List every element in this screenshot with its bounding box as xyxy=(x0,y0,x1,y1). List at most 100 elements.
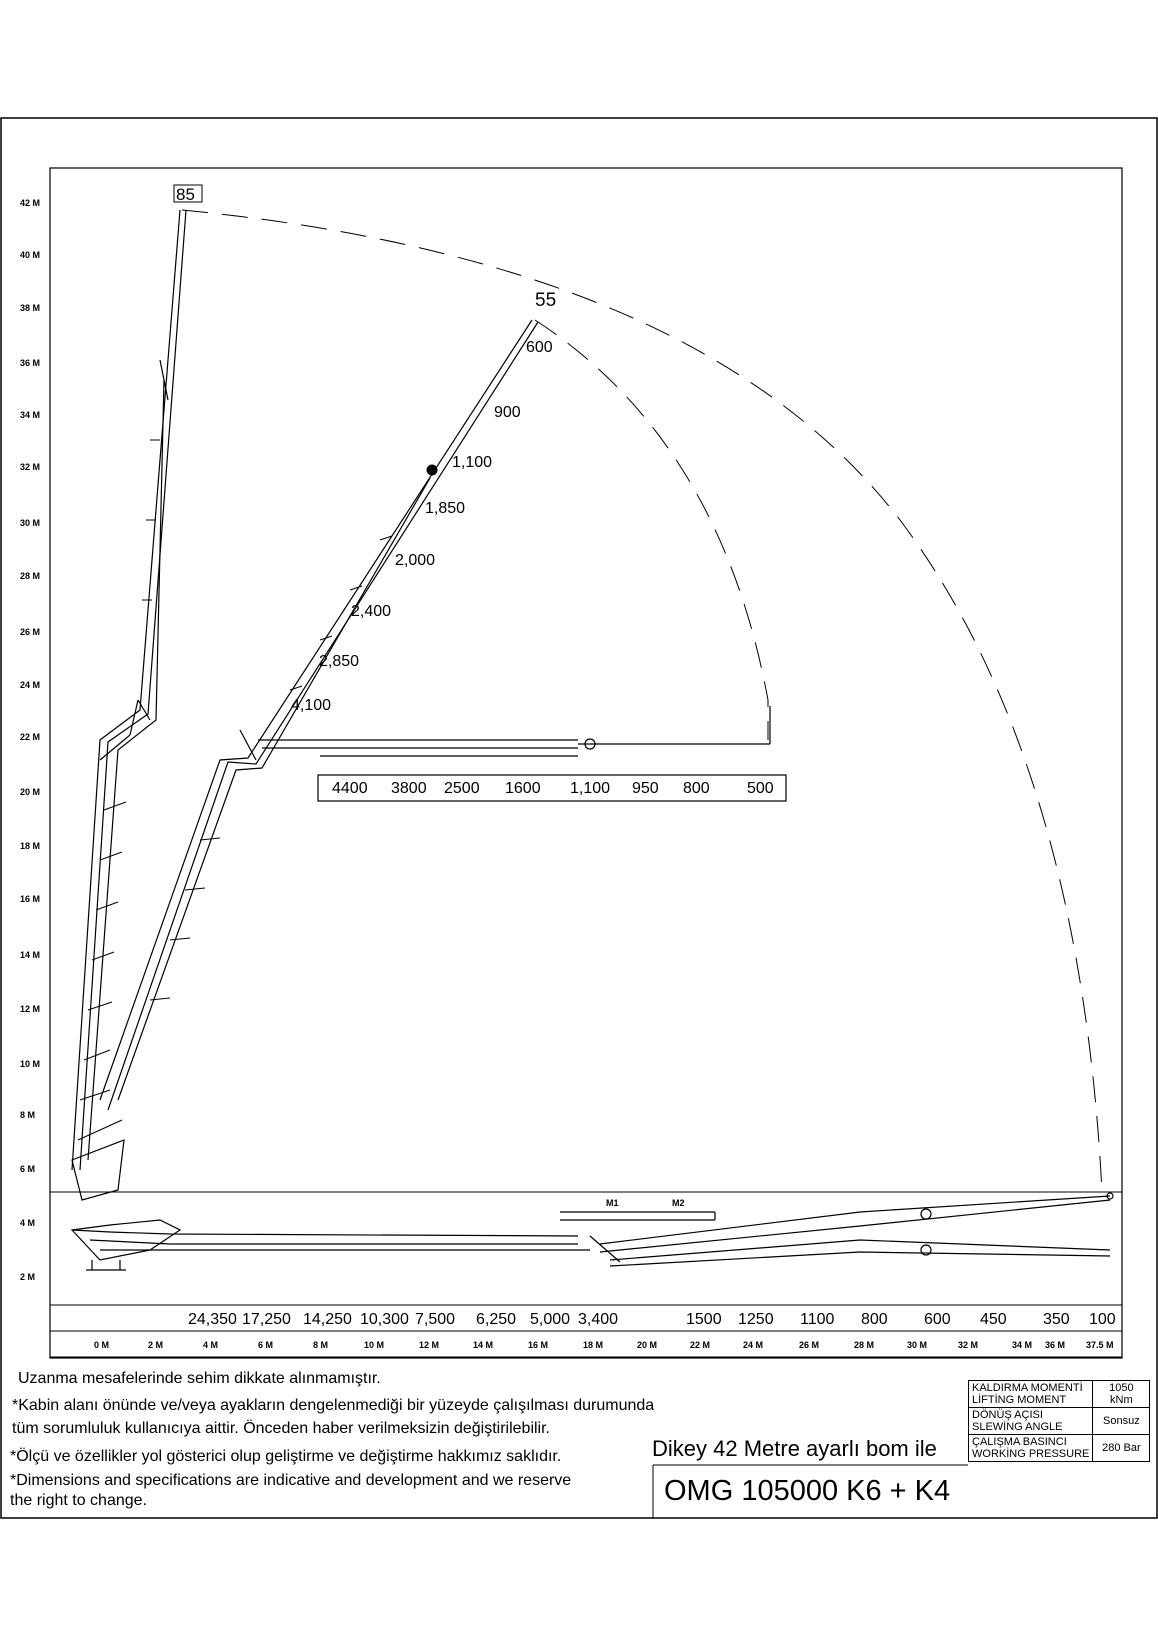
reach-tick: 34 M xyxy=(1012,1340,1032,1350)
reach-tick: 32 M xyxy=(958,1340,978,1350)
note-cabin-2: tüm sorumluluk kullanıcıya aittir. Önced… xyxy=(12,1420,550,1437)
vertical-boom-detail xyxy=(77,439,160,1141)
bottom-load: 100 xyxy=(1089,1311,1116,1328)
reach-tick: 10 M xyxy=(364,1340,384,1350)
bottom-load: 7,500 xyxy=(415,1311,455,1328)
note-specs-tr: *Ölçü ve özellikler yol gösterici olup g… xyxy=(10,1448,562,1465)
height-tick: 32 M xyxy=(20,462,40,472)
height-tick: 10 M xyxy=(20,1059,40,1069)
note-specs-en-1: *Dimensions and specifications are indic… xyxy=(10,1472,572,1489)
crane-base xyxy=(70,1139,182,1271)
bottom-load: 24,350 xyxy=(188,1311,237,1328)
spec-label-tr: ÇALIŞMA BASINCI xyxy=(972,1436,1067,1448)
horizontal-load-box xyxy=(317,774,787,802)
bottom-load: 350 xyxy=(1043,1311,1070,1328)
horizontal-load: 2500 xyxy=(444,780,480,797)
height-tick: 24 M xyxy=(20,680,40,690)
spec-label-en: WORKİNG PRESSURE xyxy=(972,1448,1090,1460)
spec-label: KALDIRMA MOMENTİ LİFTİNG MOMENT xyxy=(967,1380,1094,1408)
height-tick: 22 M xyxy=(20,732,40,742)
bottom-load: 800 xyxy=(861,1311,888,1328)
reach-tick: 0 M xyxy=(94,1340,109,1350)
height-tick: 20 M xyxy=(20,787,40,797)
height-tick: 42 M xyxy=(20,198,40,208)
height-axis: 42 M 40 M 38 M 36 M 34 M 32 M 30 M 28 M … xyxy=(20,198,40,1282)
horizontal-load: 1,100 xyxy=(570,780,610,797)
bottom-load: 14,250 xyxy=(303,1311,352,1328)
height-tick: 30 M xyxy=(20,518,40,528)
height-tick: 18 M xyxy=(20,841,40,851)
bottom-load: 10,300 xyxy=(360,1311,409,1328)
model-name: OMG 105000 K6 + K4 xyxy=(664,1475,951,1507)
bottom-booms xyxy=(71,1192,1114,1267)
horizontal-load: 950 xyxy=(632,780,659,797)
spec-label-en: SLEWİNG ANGLE xyxy=(972,1421,1063,1433)
bottom-load: 600 xyxy=(924,1311,951,1328)
reach-tick: 24 M xyxy=(743,1340,763,1350)
height-tick: 40 M xyxy=(20,250,40,260)
spec-row: DÖNÜŞ AÇISI SLEWİNG ANGLE Sonsuz xyxy=(967,1407,1151,1435)
reach-axis: 0 M 2 M 4 M 6 M 8 M 10 M 12 M 14 M 16 M … xyxy=(94,1340,1114,1350)
height-tick: 26 M xyxy=(20,627,40,637)
reach-tick: 12 M xyxy=(419,1340,439,1350)
bottom-load: 1100 xyxy=(800,1311,835,1328)
inner-range-arc xyxy=(534,319,769,740)
diagonal-load: 2,850 xyxy=(319,653,359,670)
horizontal-loads: 4400 3800 2500 1600 1,100 950 800 500 xyxy=(332,780,774,797)
bottom-loads: 24,350 17,250 14,250 10,300 7,500 6,250 … xyxy=(188,1311,1116,1328)
reach-tick: 4 M xyxy=(203,1340,218,1350)
diagonal-load: 1,100 xyxy=(452,454,492,471)
note-sag: Uzanma mesafelerinde sehim dikkate alınm… xyxy=(18,1370,381,1387)
spec-label: ÇALIŞMA BASINCI WORKİNG PRESSURE xyxy=(967,1434,1094,1462)
bottom-load: 3,400 xyxy=(578,1311,618,1328)
height-tick: 14 M xyxy=(20,950,40,960)
horizontal-load: 500 xyxy=(747,780,774,797)
bottom-load: 6,250 xyxy=(476,1311,516,1328)
horizontal-load: 800 xyxy=(683,780,710,797)
spec-title: Dikey 42 Metre ayarlı bom ile xyxy=(652,1436,937,1461)
height-tick: 16 M xyxy=(20,894,40,904)
diagonal-loads: 600 900 1,100 1,850 2,000 2,400 2,850 4,… xyxy=(291,339,553,714)
marker-m1: M1 xyxy=(606,1198,619,1208)
spec-row: KALDIRMA MOMENTİ LİFTİNG MOMENT 1050 kNm xyxy=(967,1380,1151,1408)
height-tick: 36 M xyxy=(20,358,40,368)
bottom-load: 17,250 xyxy=(242,1311,291,1328)
height-tick: 38 M xyxy=(20,303,40,313)
spec-label-tr: KALDIRMA MOMENTİ xyxy=(972,1382,1083,1394)
reach-tick: 14 M xyxy=(473,1340,493,1350)
height-tick: 28 M xyxy=(20,571,40,581)
spec-value: Sonsuz xyxy=(1092,1407,1151,1435)
diagonal-boom xyxy=(99,319,539,1111)
height-tick: 12 M xyxy=(20,1004,40,1014)
diagonal-load: 2,000 xyxy=(395,552,435,569)
note-specs-en-2: the right to change. xyxy=(10,1492,147,1509)
note-cabin-1: *Kabin alanı önünde ve/veya ayakların de… xyxy=(12,1397,655,1414)
reach-tick: 6 M xyxy=(258,1340,273,1350)
height-tick: 34 M xyxy=(20,410,40,420)
spec-table: KALDIRMA MOMENTİ LİFTİNG MOMENT 1050 kNm… xyxy=(967,1380,1151,1462)
spec-label-tr: DÖNÜŞ AÇISI xyxy=(972,1409,1043,1421)
height-tick: 2 M xyxy=(20,1272,35,1282)
spec-row: ÇALIŞMA BASINCI WORKİNG PRESSURE 280 Bar xyxy=(967,1434,1151,1462)
reach-tick: 16 M xyxy=(528,1340,548,1350)
reach-tick: 26 M xyxy=(799,1340,819,1350)
marker-m2: M2 xyxy=(672,1198,685,1208)
height-tick: 6 M xyxy=(20,1164,35,1174)
chart-frame xyxy=(49,167,1123,1359)
outer-range-arc xyxy=(181,209,1103,1193)
height-tick: 8 M xyxy=(20,1110,35,1120)
bottom-load: 1250 xyxy=(738,1311,774,1328)
horizontal-load: 3800 xyxy=(391,780,427,797)
outer-frame xyxy=(0,117,1158,1519)
diagonal-load: 4,100 xyxy=(291,697,331,714)
reach-tick: 37.5 M xyxy=(1086,1340,1114,1350)
horizontal-upper-boom xyxy=(258,706,771,757)
vertical-angle-box xyxy=(173,184,203,203)
spec-label: DÖNÜŞ AÇISI SLEWİNG ANGLE xyxy=(967,1407,1094,1435)
bottom-load: 5,000 xyxy=(530,1311,570,1328)
reach-tick: 22 M xyxy=(690,1340,710,1350)
spec-value: 280 Bar xyxy=(1092,1434,1151,1462)
diagonal-load: 1,850 xyxy=(425,500,465,517)
spec-label-en: LİFTİNG MOMENT xyxy=(972,1394,1067,1406)
spec-value: 1050 kNm xyxy=(1092,1380,1151,1408)
